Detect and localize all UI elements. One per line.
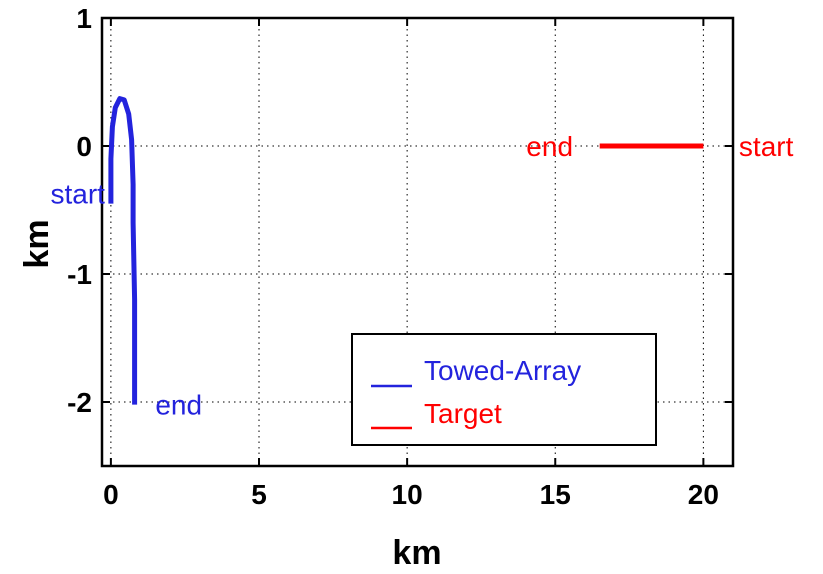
y-tick-label: 1 <box>76 3 92 34</box>
grid <box>102 18 733 466</box>
y-tick-label: -2 <box>67 387 92 418</box>
annotation-label: start <box>739 131 794 162</box>
annotation-label: end <box>155 390 202 421</box>
legend-box <box>351 333 657 446</box>
series-line-towed-array <box>108 96 138 405</box>
x-tick-label: 15 <box>540 479 571 510</box>
plot-frame <box>100 16 735 468</box>
legend: Towed-Array Target <box>351 333 657 446</box>
x-tick-label: 0 <box>103 479 119 510</box>
x-tick-label: 5 <box>251 479 267 510</box>
series-group <box>108 96 704 405</box>
annotation-label: start <box>50 178 105 209</box>
annotation-label: end <box>526 131 573 162</box>
legend-label-target: Target <box>424 398 502 429</box>
x-tick-label: 20 <box>688 479 719 510</box>
y-tick-label: 0 <box>76 131 92 162</box>
legend-label-towed-array: Towed-Array <box>424 355 581 386</box>
y-axis-label: km <box>18 219 56 268</box>
x-axis-label: km <box>392 534 441 572</box>
annotations: start end end start <box>50 131 793 421</box>
x-tick-label: 10 <box>392 479 423 510</box>
y-tick-label: -1 <box>67 259 92 290</box>
